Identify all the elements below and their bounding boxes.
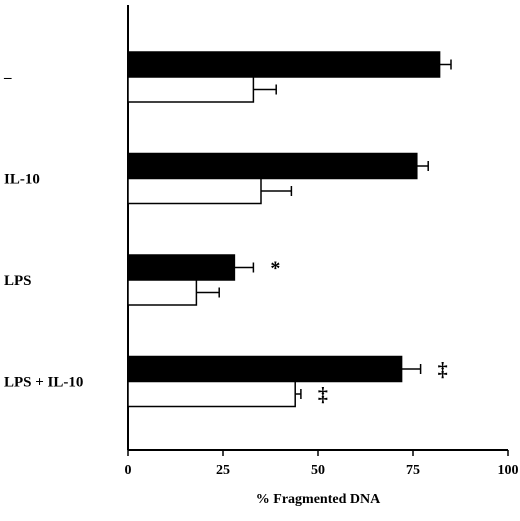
- significance-marker: ‡: [438, 359, 448, 381]
- filled-bar: [127, 51, 441, 78]
- category-label: LPS: [4, 273, 32, 289]
- x-axis-title: % Fragmented DNA: [256, 492, 381, 507]
- open-bar: [127, 279, 198, 306]
- significance-marker: ‡: [318, 384, 328, 406]
- category-label: –: [3, 70, 12, 86]
- category-label: IL-10: [4, 172, 40, 188]
- x-axis-ticks: 0 25 50 75 100: [125, 450, 519, 478]
- filled-bar: [127, 152, 418, 180]
- filled-bar: [127, 254, 236, 281]
- category-label: LPS + IL-10: [4, 375, 83, 391]
- open-bar: [127, 177, 262, 205]
- x-tick-label: 75: [406, 463, 420, 478]
- filled-bar: [127, 355, 403, 383]
- significance-marker: *: [270, 258, 280, 280]
- open-bar: [127, 76, 255, 103]
- annotations-layer: * ‡ ‡: [270, 258, 447, 407]
- category-labels: – IL-10 LPS LPS + IL-10: [3, 70, 83, 391]
- x-tick-label: 100: [498, 463, 519, 478]
- x-tick-label: 25: [216, 463, 230, 478]
- bars-layer: [127, 51, 452, 408]
- x-tick-label: 50: [311, 463, 325, 478]
- open-bar: [127, 380, 296, 408]
- x-tick-label: 0: [125, 463, 132, 478]
